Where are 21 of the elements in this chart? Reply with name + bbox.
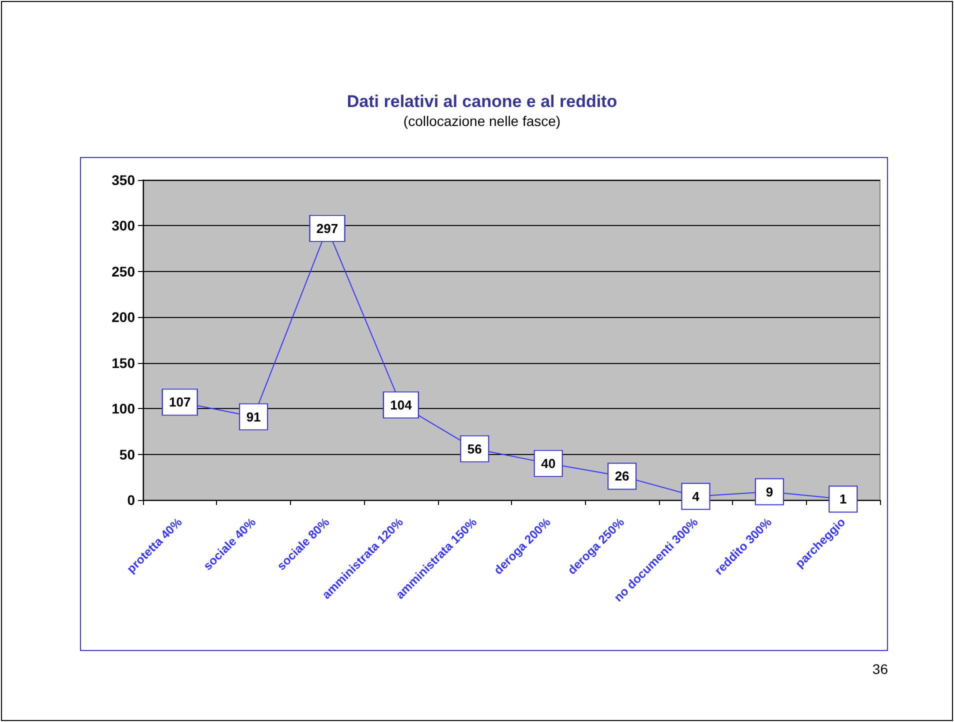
data-label: 9 [766,484,774,500]
y-tick-label: 350 [112,172,136,188]
y-tick-label: 50 [119,446,136,462]
y-tick-label: 250 [112,263,136,280]
data-label: 104 [390,397,413,412]
data-label: 4 [692,488,700,504]
y-tick-label: 150 [112,354,136,371]
chart-title: Dati relativi al canone e al reddito [346,92,618,111]
data-label: 91 [246,409,261,424]
data-label: 40 [541,456,556,471]
y-tick-label: 100 [112,400,136,417]
y-tick-label: 0 [127,492,136,508]
chart-subtitle: (collocazione nelle fasce) [403,113,561,129]
data-label: 107 [169,394,191,410]
data-label: 26 [614,468,630,484]
text: 36 [872,661,888,677]
data-label: 56 [467,441,482,456]
data-label: 1 [840,492,847,507]
y-tick-label: 200 [112,309,136,326]
data-label: 297 [316,220,338,236]
y-tick-label: 300 [112,218,136,234]
